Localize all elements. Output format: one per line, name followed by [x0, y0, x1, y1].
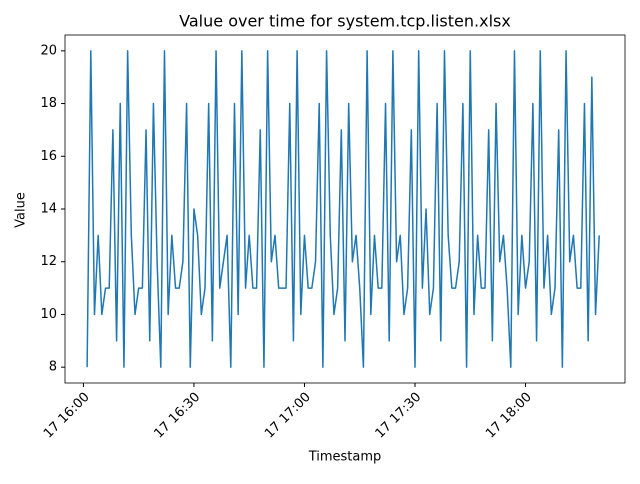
x-tick-label: 17 18:00: [483, 390, 535, 442]
x-tick-label: 17 16:00: [41, 390, 93, 442]
y-tick-label: 12: [40, 254, 57, 269]
y-tick-label: 20: [40, 43, 57, 58]
y-tick-label: 16: [40, 149, 57, 164]
x-tick-label: 17 17:30: [373, 390, 425, 442]
chart-title: Value over time for system.tcp.listen.xl…: [179, 12, 511, 31]
x-tick-label: 17 16:30: [152, 390, 204, 442]
y-axis-label: Value: [14, 192, 29, 228]
y-tick-label: 8: [49, 360, 57, 375]
data-line: [86, 50, 600, 368]
x-axis-label: Timestamp: [308, 450, 382, 465]
y-tick-label: 10: [40, 307, 57, 322]
y-tick-label: 18: [40, 96, 57, 111]
y-tick-label: 14: [40, 202, 57, 217]
x-tick-label: 17 17:00: [262, 390, 314, 442]
